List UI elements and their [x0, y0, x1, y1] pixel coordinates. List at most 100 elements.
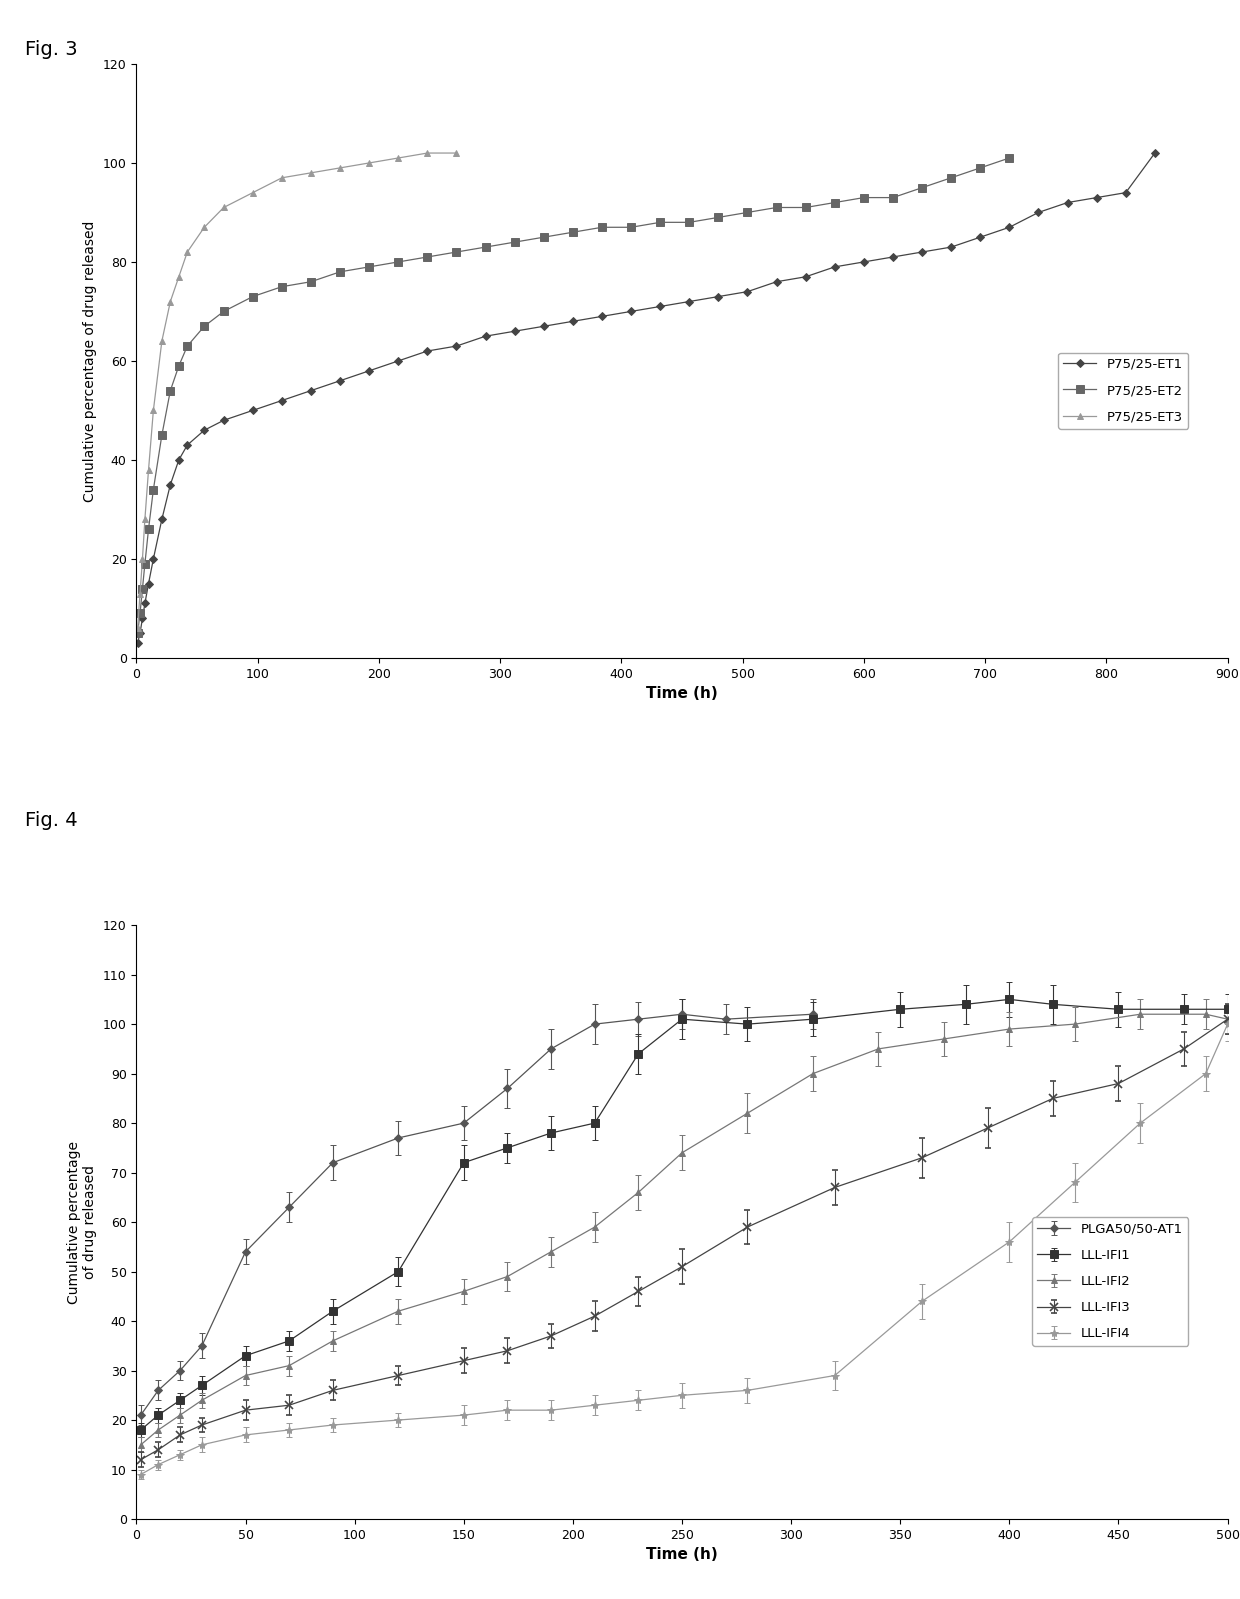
P75/25-ET1	[682, 293, 697, 312]
P75/25-ET3	[362, 154, 377, 173]
P75/25-ET1	[180, 435, 195, 454]
P75/25-ET1	[162, 475, 177, 494]
P75/25-ET1	[537, 317, 552, 336]
P75/25-ET3	[146, 401, 161, 421]
P75/25-ET1	[1030, 203, 1045, 222]
P75/25-ET2	[138, 555, 153, 574]
Legend: PLGA50/50-AT1, LLL-IFI1, LLL-IFI2, LLL-IFI3, LLL-IFI4: PLGA50/50-AT1, LLL-IFI1, LLL-IFI2, LLL-I…	[1032, 1217, 1188, 1346]
P75/25-ET2	[274, 277, 289, 296]
P75/25-ET1	[973, 227, 988, 246]
P75/25-ET1	[246, 401, 260, 421]
P75/25-ET2	[162, 381, 177, 400]
P75/25-ET1	[1060, 193, 1075, 213]
P75/25-ET1	[130, 633, 145, 652]
X-axis label: Time (h): Time (h)	[646, 1548, 718, 1562]
P75/25-ET2	[537, 227, 552, 246]
P75/25-ET1	[304, 381, 319, 400]
P75/25-ET2	[594, 217, 609, 237]
P75/25-ET1	[711, 286, 725, 305]
P75/25-ET2	[420, 248, 435, 267]
P75/25-ET2	[1002, 149, 1017, 168]
P75/25-ET3	[216, 198, 231, 217]
P75/25-ET2	[171, 357, 186, 376]
P75/25-ET2	[565, 222, 580, 241]
P75/25-ET2	[479, 238, 494, 257]
P75/25-ET1	[740, 281, 755, 301]
P75/25-ET2	[799, 198, 813, 217]
P75/25-ET2	[146, 480, 161, 499]
P75/25-ET2	[130, 624, 145, 643]
P75/25-ET1	[652, 297, 667, 317]
P75/25-ET2	[133, 604, 148, 624]
P75/25-ET2	[827, 193, 842, 213]
P75/25-ET3	[130, 619, 145, 638]
Line: P75/25-ET2: P75/25-ET2	[134, 154, 1013, 636]
P75/25-ET2	[216, 302, 231, 321]
P75/25-ET1	[799, 267, 813, 286]
P75/25-ET2	[391, 253, 405, 272]
P75/25-ET3	[274, 168, 289, 187]
P75/25-ET2	[944, 168, 959, 187]
P75/25-ET1	[594, 307, 609, 326]
P75/25-ET1	[135, 609, 150, 628]
P75/25-ET1	[274, 390, 289, 409]
Line: P75/25-ET1: P75/25-ET1	[134, 150, 1158, 646]
P75/25-ET3	[138, 510, 153, 529]
P75/25-ET1	[171, 451, 186, 470]
P75/25-ET1	[146, 550, 161, 569]
P75/25-ET2	[973, 158, 988, 177]
P75/25-ET1	[133, 624, 148, 643]
P75/25-ET3	[135, 550, 150, 569]
P75/25-ET1	[1147, 144, 1162, 163]
P75/25-ET2	[141, 520, 156, 539]
P75/25-ET2	[769, 198, 784, 217]
P75/25-ET1	[624, 302, 639, 321]
P75/25-ET2	[246, 286, 260, 305]
P75/25-ET3	[197, 217, 212, 237]
P75/25-ET1	[391, 352, 405, 371]
P75/25-ET1	[857, 253, 872, 272]
P75/25-ET1	[885, 248, 900, 267]
P75/25-ET3	[171, 267, 186, 286]
Text: Fig. 4: Fig. 4	[25, 811, 77, 830]
P75/25-ET1	[827, 257, 842, 277]
P75/25-ET1	[565, 312, 580, 331]
P75/25-ET2	[197, 317, 212, 336]
P75/25-ET2	[915, 177, 930, 197]
P75/25-ET2	[304, 272, 319, 291]
P75/25-ET2	[624, 217, 639, 237]
P75/25-ET1	[138, 593, 153, 612]
P75/25-ET2	[180, 336, 195, 355]
P75/25-ET3	[332, 158, 347, 177]
P75/25-ET2	[507, 232, 522, 251]
P75/25-ET1	[1089, 189, 1104, 208]
P75/25-ET3	[133, 584, 148, 603]
P75/25-ET3	[304, 163, 319, 182]
P75/25-ET3	[155, 331, 170, 350]
P75/25-ET3	[180, 243, 195, 262]
P75/25-ET1	[332, 371, 347, 390]
P75/25-ET1	[141, 574, 156, 593]
P75/25-ET2	[135, 579, 150, 598]
Text: Fig. 3: Fig. 3	[25, 40, 77, 59]
Legend: P75/25-ET1, P75/25-ET2, P75/25-ET3: P75/25-ET1, P75/25-ET2, P75/25-ET3	[1058, 353, 1188, 429]
P75/25-ET1	[769, 272, 784, 291]
Y-axis label: Cumulative percentage of drug released: Cumulative percentage of drug released	[83, 221, 97, 502]
P75/25-ET2	[362, 257, 377, 277]
P75/25-ET1	[362, 361, 377, 381]
P75/25-ET3	[391, 149, 405, 168]
P75/25-ET1	[915, 243, 930, 262]
Line: P75/25-ET3: P75/25-ET3	[134, 150, 460, 632]
Y-axis label: Cumulative percentage
of drug released: Cumulative percentage of drug released	[67, 1140, 97, 1303]
P75/25-ET2	[652, 213, 667, 232]
P75/25-ET3	[141, 461, 156, 480]
P75/25-ET2	[449, 243, 464, 262]
P75/25-ET3	[246, 182, 260, 201]
P75/25-ET2	[682, 213, 697, 232]
P75/25-ET2	[332, 262, 347, 281]
P75/25-ET1	[197, 421, 212, 440]
P75/25-ET3	[420, 144, 435, 163]
P75/25-ET1	[944, 238, 959, 257]
P75/25-ET1	[155, 510, 170, 529]
P75/25-ET1	[449, 336, 464, 355]
